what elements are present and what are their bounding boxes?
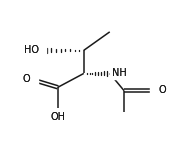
Text: HO: HO xyxy=(24,45,39,55)
Text: HO: HO xyxy=(24,45,39,55)
Text: O: O xyxy=(158,85,166,95)
Text: NH: NH xyxy=(112,68,127,78)
Text: O: O xyxy=(158,85,166,95)
Text: O: O xyxy=(23,74,31,84)
Text: NH: NH xyxy=(112,68,127,78)
Text: OH: OH xyxy=(50,112,65,122)
Text: O: O xyxy=(23,74,31,84)
Text: OH: OH xyxy=(50,112,65,122)
